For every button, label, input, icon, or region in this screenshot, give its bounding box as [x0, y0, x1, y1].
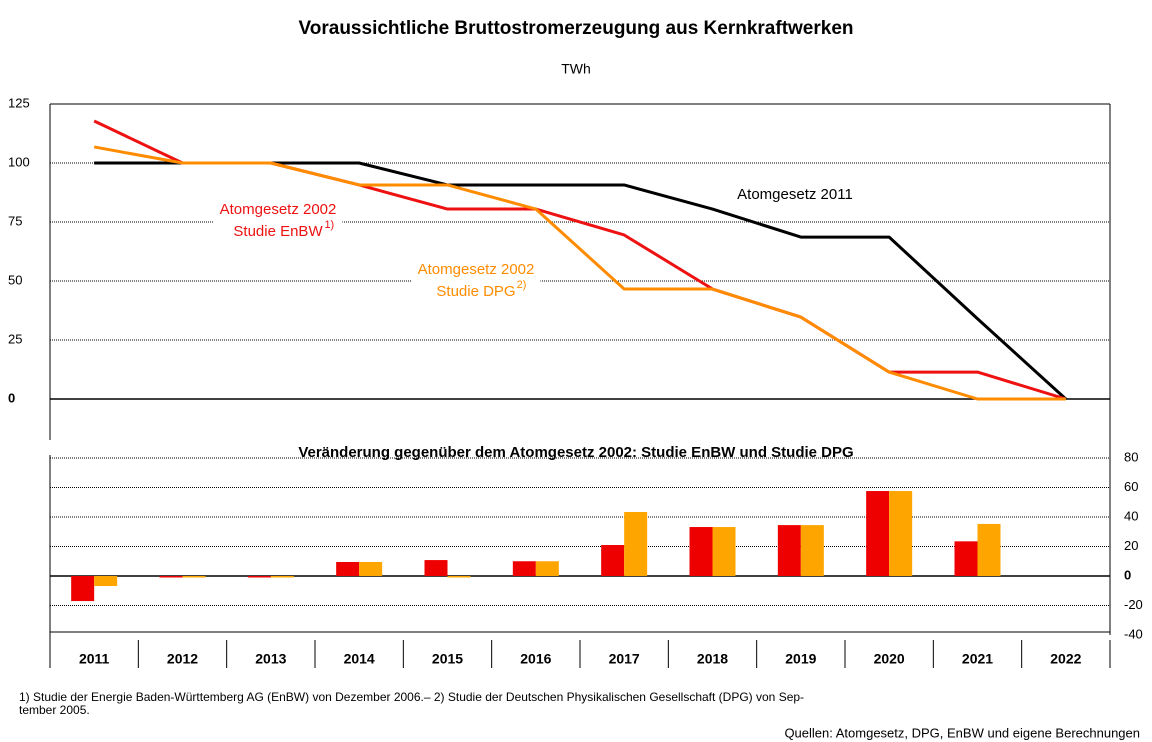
bar: [712, 527, 736, 576]
series-line: [93, 145, 1066, 401]
bar: [159, 576, 183, 578]
label-background: [411, 258, 541, 302]
bar: [889, 491, 913, 576]
source: Quellen: Atomgesetz, DPG, EnBW und eigen…: [784, 725, 1140, 740]
bar: [777, 525, 801, 576]
x-tick-label: 2013: [255, 651, 286, 667]
bar: [247, 576, 271, 578]
x-tick-label: 2021: [962, 651, 993, 667]
bar: [866, 491, 890, 576]
x-tick-label: 2014: [344, 651, 375, 667]
y-tick-label: 20: [1124, 538, 1138, 553]
bar: [689, 527, 713, 576]
x-tick-label: 2018: [697, 651, 728, 667]
series-label: Atomgesetz 2002: [220, 201, 337, 218]
bar: [954, 541, 978, 576]
chart-title: Voraussichtliche Bruttostromerzeugung au…: [299, 18, 854, 39]
y-tick-label: 75: [8, 213, 22, 228]
x-tick-label: 2017: [609, 651, 640, 667]
bar: [977, 523, 1001, 576]
x-tick-label: 2015: [432, 651, 463, 667]
footnote: 1) Studie der Energie Baden-Württemberg …: [19, 690, 804, 704]
y-tick-label: 25: [8, 331, 22, 346]
x-tick-label: 2020: [874, 651, 905, 667]
bar: [601, 545, 625, 576]
label-background: [731, 183, 859, 205]
bar: [182, 576, 206, 578]
series-label: Atomgesetz 2011: [737, 186, 853, 203]
series-label: Studie DPG: [436, 283, 515, 300]
label-background: [213, 198, 343, 242]
y-tick-label: 0: [1124, 567, 1131, 582]
bar: [359, 561, 383, 576]
x-tick-label: 2019: [785, 651, 816, 667]
y-tick-label: 50: [8, 272, 22, 287]
x-tick-label: 2022: [1050, 651, 1081, 667]
y-tick-label: 40: [1124, 508, 1138, 523]
bar: [447, 576, 471, 578]
x-tick-label: 2012: [167, 651, 198, 667]
bar: [71, 576, 95, 602]
series-label: Atomgesetz 2002: [418, 261, 535, 278]
x-tick-label: 2016: [520, 651, 551, 667]
bar: [800, 525, 824, 576]
series-label: Studie EnBW: [233, 223, 323, 240]
footnote: tember 2005.: [19, 703, 90, 717]
bar: [535, 561, 559, 576]
series-note: 1): [324, 219, 334, 231]
x-tick-label: 2011: [79, 651, 110, 667]
unit-label: TWh: [561, 61, 591, 77]
series-note: 2): [517, 279, 527, 291]
bar: [424, 560, 448, 576]
y-tick-label: 100: [8, 154, 30, 169]
bar: [270, 576, 294, 578]
sub-chart-title: Veränderung gegenüber dem Atomgesetz 200…: [298, 444, 853, 461]
y-tick-label: -20: [1124, 597, 1143, 612]
y-tick-label: 0: [8, 390, 15, 405]
y-tick-label: -40: [1124, 626, 1143, 641]
bar: [624, 511, 648, 576]
bar: [512, 561, 536, 576]
bar: [94, 576, 118, 587]
y-tick-label: 125: [8, 95, 30, 110]
bar: [336, 561, 360, 576]
y-tick-label: 80: [1124, 449, 1138, 464]
y-tick-label: 60: [1124, 479, 1138, 494]
